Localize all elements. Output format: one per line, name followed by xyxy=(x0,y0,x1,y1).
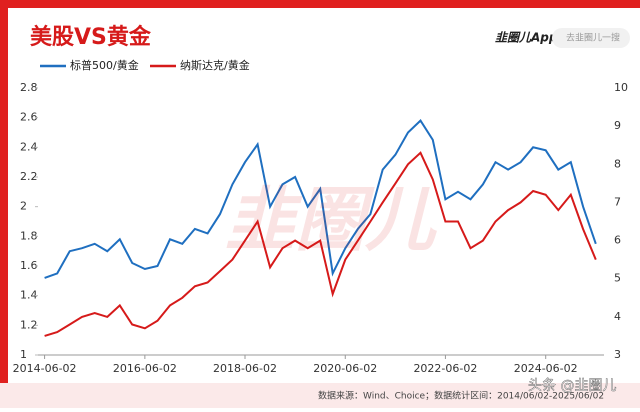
watermark: 韭圈儿 xyxy=(225,179,437,261)
y2-tick-label: 9 xyxy=(614,119,621,132)
search-text[interactable]: 去韭圈儿一搜 xyxy=(566,32,620,44)
y2-tick-label: 7 xyxy=(614,195,621,208)
y2-tick-label: 8 xyxy=(614,157,621,170)
logo: 韭圈儿App xyxy=(495,31,558,45)
x-tick-label: 2020-06-02 xyxy=(313,362,377,375)
x-tick-label: 2014-06-02 xyxy=(13,362,77,375)
frame-left xyxy=(0,0,8,408)
y2-tick-label: 5 xyxy=(614,272,621,285)
y2-tick-label: 6 xyxy=(614,234,621,247)
x-tick-label: 2022-06-02 xyxy=(413,362,477,375)
y-tick-label: 2.2 xyxy=(20,170,38,183)
y-tick-label: 2.4 xyxy=(20,140,38,153)
y-tick-label: 2 xyxy=(20,200,27,213)
y2-tick-label: 10 xyxy=(614,81,628,94)
y-tick-label: 1 xyxy=(20,348,27,361)
search-box[interactable] xyxy=(552,28,630,48)
y2-tick-label: 3 xyxy=(614,348,621,361)
y-tick-label: 2.6 xyxy=(20,111,38,124)
legend-label: 纳斯达克/黄金 xyxy=(180,58,250,72)
series-line xyxy=(44,119,597,279)
series-line xyxy=(44,151,597,337)
frame-top xyxy=(0,0,640,8)
y-tick-label: 2.8 xyxy=(20,81,38,94)
y-tick-label: 1.8 xyxy=(20,229,38,242)
credit: 头条 @韭圈儿 xyxy=(528,377,616,394)
source: 数据来源：Wind、Choice；数据统计区间：2014/06/02-2025/… xyxy=(318,390,604,402)
x-tick-label: 2018-06-02 xyxy=(213,362,277,375)
x-tick-label: 2024-06-02 xyxy=(514,362,578,375)
x-tick-label: 2016-06-02 xyxy=(113,362,177,375)
y-tick-label: 1.4 xyxy=(20,289,38,302)
y-tick-label: 1.2 xyxy=(20,318,38,331)
footer-band xyxy=(0,383,640,408)
title: 美股VS黄金 xyxy=(30,24,152,50)
y2-tick-label: 4 xyxy=(614,310,621,323)
y-tick-label: 1.6 xyxy=(20,259,38,272)
legend-label: 标普500/黄金 xyxy=(70,58,139,72)
